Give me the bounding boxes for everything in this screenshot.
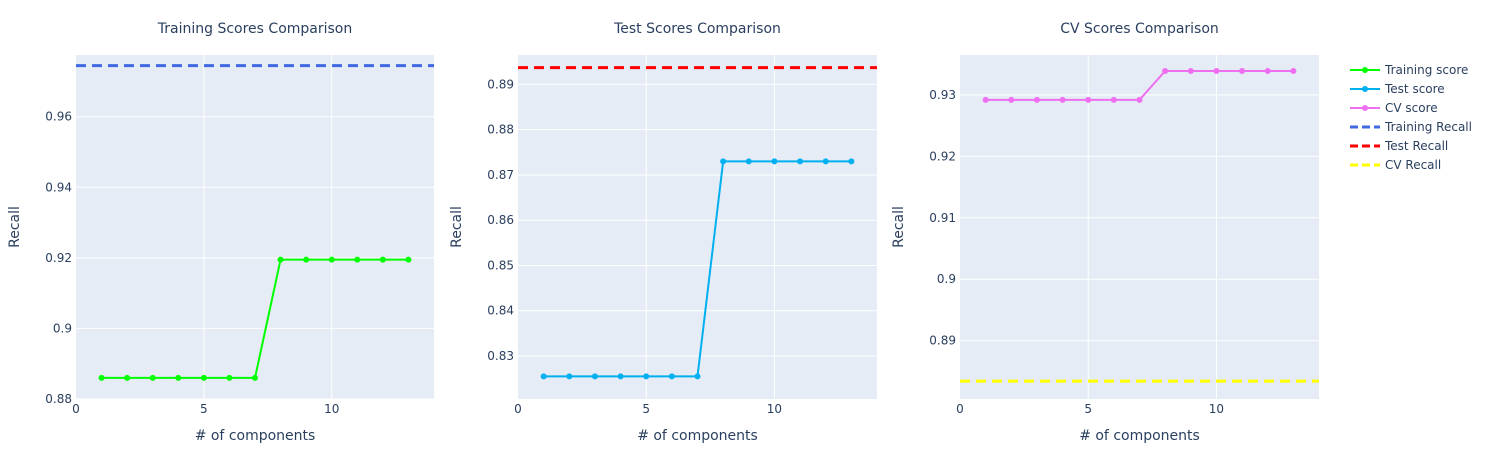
data-point — [771, 158, 778, 165]
data-point — [982, 96, 989, 103]
legend-item[interactable]: CV Recall — [1350, 158, 1441, 172]
plot-background — [960, 55, 1319, 399]
data-point — [1059, 96, 1066, 103]
legend: Training score Test score CV score Training… — [1350, 63, 1472, 172]
data-point — [745, 158, 752, 165]
data-point — [1213, 67, 1220, 74]
data-point — [848, 158, 855, 165]
y-tick-label: 0.86 — [487, 213, 514, 227]
data-point — [668, 373, 675, 380]
x-axis-label: # of components — [1079, 428, 1200, 444]
data-point — [540, 373, 547, 380]
y-axis-label: Recall — [7, 206, 23, 248]
plot-background — [518, 55, 877, 399]
x-axis-label: # of components — [195, 428, 316, 444]
x-tick-label: 0 — [72, 402, 80, 416]
data-point — [1264, 67, 1271, 74]
y-tick-label: 0.94 — [45, 180, 72, 194]
data-point — [1110, 96, 1117, 103]
data-point — [1290, 67, 1297, 74]
y-tick-label: 0.92 — [45, 251, 72, 265]
y-tick-label: 0.88 — [487, 123, 514, 137]
y-tick-label: 0.9 — [53, 321, 72, 335]
y-tick-label: 0.92 — [929, 149, 956, 163]
data-point — [1085, 96, 1092, 103]
legend-label: Training Recall — [1384, 120, 1472, 134]
legend-swatch-marker — [1362, 67, 1368, 73]
legend-label: CV score — [1385, 101, 1438, 115]
legend-item[interactable]: CV score — [1350, 101, 1438, 115]
legend-item[interactable]: Test score — [1350, 82, 1445, 96]
data-point — [566, 373, 573, 380]
legend-label: Training score — [1384, 63, 1468, 77]
legend-item[interactable]: Test Recall — [1350, 139, 1448, 153]
x-tick-label: 0 — [956, 402, 964, 416]
data-point — [643, 373, 650, 380]
data-point — [1008, 96, 1015, 103]
data-point — [200, 374, 207, 381]
legend-item[interactable]: Training Recall — [1350, 120, 1472, 134]
data-point — [226, 374, 233, 381]
data-point — [822, 158, 829, 165]
legend-label: Test Recall — [1384, 139, 1448, 153]
y-tick-label: 0.84 — [487, 304, 514, 318]
subplot-title: Training Scores Comparison — [157, 21, 352, 37]
data-point — [98, 374, 105, 381]
data-point — [379, 256, 386, 263]
legend-swatch-marker — [1362, 86, 1368, 92]
subplot-title: CV Scores Comparison — [1060, 21, 1219, 37]
x-tick-label: 5 — [200, 402, 208, 416]
y-tick-label: 0.9 — [937, 272, 956, 286]
y-tick-label: 0.89 — [929, 334, 956, 348]
data-point — [303, 256, 310, 263]
legend-swatch-marker — [1362, 105, 1368, 111]
legend-item[interactable]: Training score — [1350, 63, 1468, 77]
subplot-1: 0.88 0.9 0.92 0.94 0.96 0 5 10 Training Scores C… — [7, 21, 434, 444]
data-point — [617, 373, 624, 380]
data-point — [124, 374, 131, 381]
data-point — [405, 256, 412, 263]
plot-background — [76, 55, 434, 399]
data-point — [1162, 67, 1169, 74]
data-point — [1033, 96, 1040, 103]
y-tick-label: 0.88 — [45, 392, 72, 406]
data-point — [1187, 67, 1194, 74]
subplot-title: Test Scores Comparison — [613, 21, 781, 37]
x-tick-label: 5 — [642, 402, 650, 416]
y-tick-label: 0.93 — [929, 88, 956, 102]
data-point — [277, 256, 284, 263]
data-point — [328, 256, 335, 263]
y-axis-label: Recall — [449, 206, 465, 248]
y-tick-label: 0.96 — [45, 110, 72, 124]
subplot-2: 0.83 0.84 0.85 0.86 0.87 0.88 0.89 0 5 10 Test Sco… — [449, 21, 877, 444]
x-tick-label: 5 — [1084, 402, 1092, 416]
legend-label: CV Recall — [1385, 158, 1441, 172]
y-tick-label: 0.87 — [487, 168, 514, 182]
data-point — [797, 158, 804, 165]
data-point — [591, 373, 598, 380]
y-tick-label: 0.91 — [929, 211, 956, 225]
y-tick-label: 0.83 — [487, 349, 514, 363]
x-axis-label: # of components — [637, 428, 758, 444]
data-point — [1239, 67, 1246, 74]
subplot-3: 0.89 0.9 0.91 0.92 0.93 0 5 10 CV Scores Compari… — [891, 21, 1319, 444]
data-point — [354, 256, 361, 263]
y-tick-label: 0.85 — [487, 258, 514, 272]
data-point — [175, 374, 182, 381]
x-tick-label: 10 — [1209, 402, 1224, 416]
y-axis-label: Recall — [891, 206, 907, 248]
y-tick-label: 0.89 — [487, 77, 514, 91]
x-tick-label: 10 — [767, 402, 782, 416]
x-tick-label: 10 — [324, 402, 339, 416]
data-point — [694, 373, 701, 380]
data-point — [252, 374, 258, 381]
data-point — [149, 374, 156, 381]
x-tick-label: 0 — [514, 402, 522, 416]
data-point — [1136, 96, 1143, 103]
legend-label: Test score — [1384, 82, 1445, 96]
data-point — [720, 158, 727, 165]
